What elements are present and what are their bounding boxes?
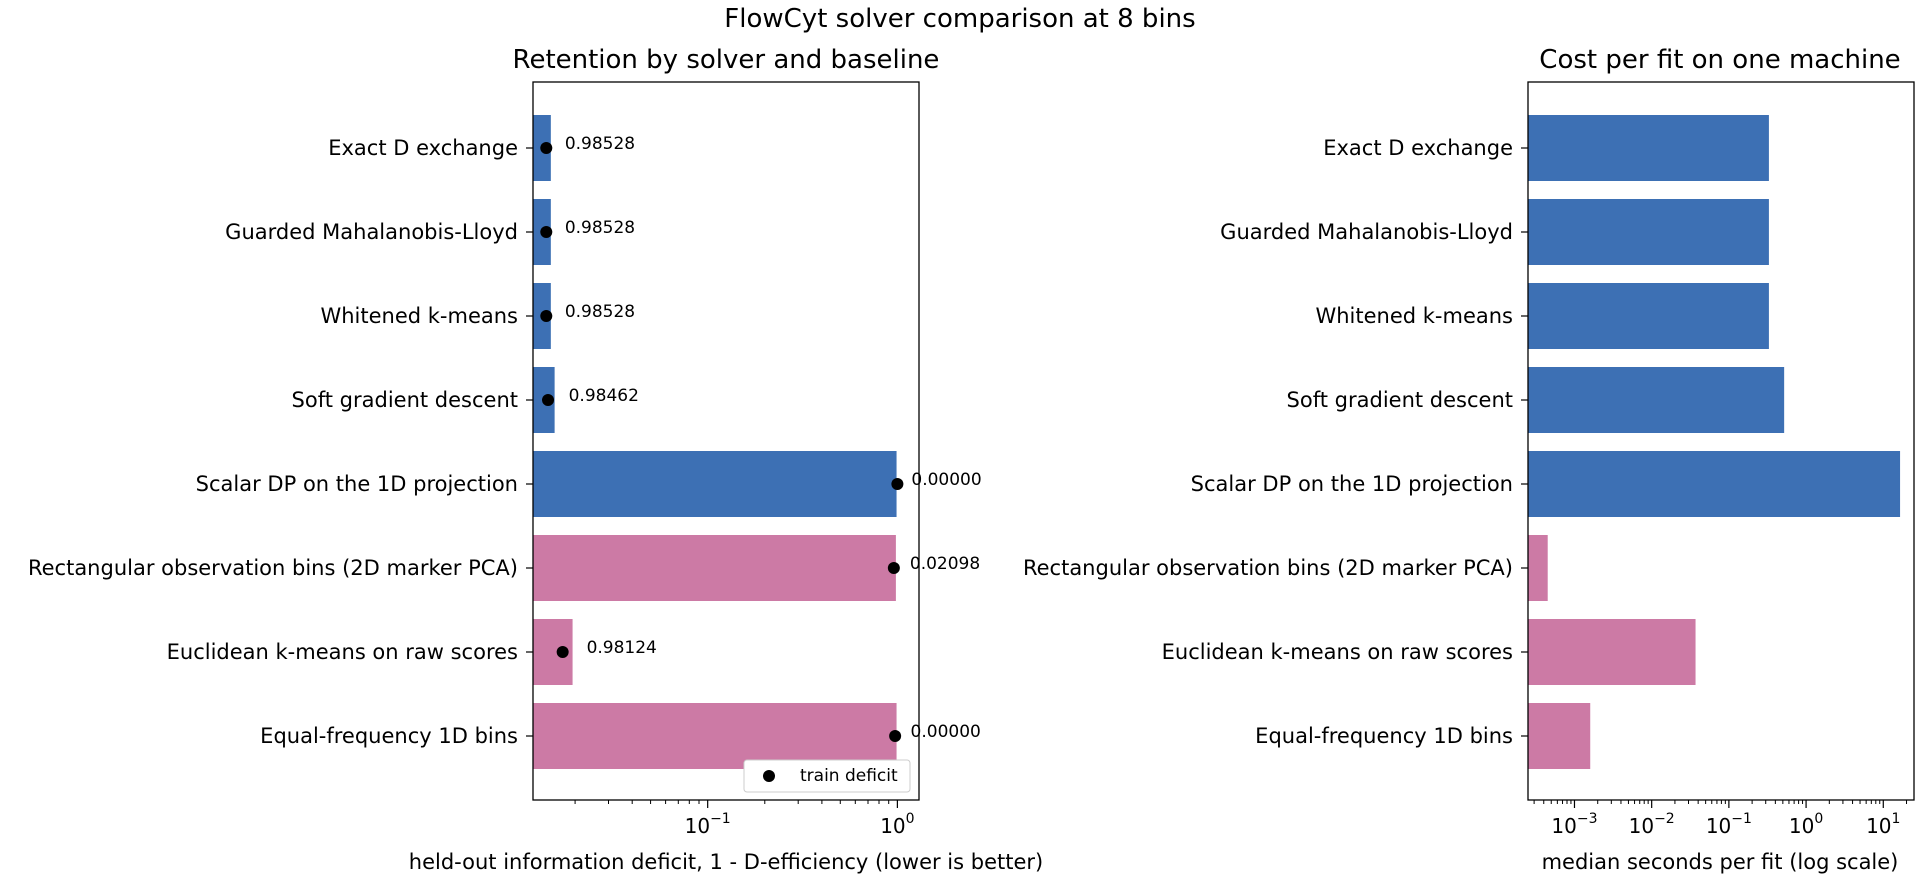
cost-panel-title: Cost per fit on one machine xyxy=(1539,45,1900,75)
retention-data-label: 0.98528 xyxy=(565,218,635,238)
retention-data-label: 0.98528 xyxy=(565,302,635,322)
retention-y-tick-label: Exact D exchange xyxy=(328,136,518,160)
cost-plot-frame xyxy=(1527,81,1915,801)
cost-y-tick-label: Whitened k-means xyxy=(1315,304,1513,328)
cost-y-tick-label: Soft gradient descent xyxy=(1287,388,1513,412)
retention-data-label: 0.98124 xyxy=(587,638,657,658)
train-deficit-marker xyxy=(556,646,569,658)
cost-bar xyxy=(1528,367,1785,433)
retention-data-label: 0.02098 xyxy=(910,554,980,574)
retention-y-tick-label: Equal-frequency 1D bins xyxy=(260,724,518,748)
retention-train-deficit-markers xyxy=(540,142,904,742)
retention-data-label: 0.00000 xyxy=(911,470,981,490)
retention-data-label: 0.00000 xyxy=(911,722,981,742)
retention-x-tick-label: 10−1 xyxy=(685,811,731,838)
cost-bar xyxy=(1528,451,1901,517)
train-deficit-marker xyxy=(889,730,902,742)
cost-y-tick-label: Equal-frequency 1D bins xyxy=(1255,724,1513,748)
cost-x-tick-label: 10−3 xyxy=(1551,811,1597,838)
retention-bar xyxy=(533,535,896,601)
cost-y-tick-label: Scalar DP on the 1D projection xyxy=(1191,472,1513,496)
train-deficit-marker xyxy=(542,394,555,406)
legend-label: train deficit xyxy=(800,766,898,786)
cost-x-tick-label: 100 xyxy=(1789,811,1823,838)
cost-y-tick-label: Euclidean k-means on raw scores xyxy=(1162,640,1513,664)
train-deficit-marker xyxy=(540,142,553,154)
cost-x-tick-label: 10−2 xyxy=(1629,811,1675,838)
cost-bar xyxy=(1528,619,1696,685)
retention-plot-frame xyxy=(532,81,920,801)
train-deficit-marker xyxy=(540,226,553,238)
retention-x-axis-label: held-out information deficit, 1 - D-effi… xyxy=(409,850,1043,874)
train-deficit-marker xyxy=(891,478,904,490)
retention-x-tick-label: 100 xyxy=(880,811,914,838)
cost-panel: Cost per fit on one machine Exact D exch… xyxy=(1023,45,1915,874)
cost-bar xyxy=(1528,199,1769,265)
retention-bar xyxy=(533,451,897,517)
cost-bars xyxy=(1528,115,1901,769)
retention-y-tick-label: Rectangular observation bins (2D marker … xyxy=(28,556,518,580)
cost-y-tick-label: Rectangular observation bins (2D marker … xyxy=(1023,556,1513,580)
cost-x-axis: 10−3 10−2 10−1 100 101 xyxy=(1533,800,1908,838)
retention-legend: train deficit xyxy=(743,759,911,793)
retention-data-label: 0.98462 xyxy=(569,386,639,406)
retention-y-tick-label: Guarded Mahalanobis-Lloyd xyxy=(225,220,518,244)
cost-x-axis-label: median seconds per fit (log scale) xyxy=(1542,850,1899,874)
retention-bars xyxy=(533,115,897,769)
retention-panel: Retention by solver and baseline 0.98528… xyxy=(28,45,1043,874)
cost-bar xyxy=(1528,703,1591,769)
cost-y-tick-label: Exact D exchange xyxy=(1323,136,1513,160)
train-deficit-marker xyxy=(887,562,900,574)
cost-y-tick-label: Guarded Mahalanobis-Lloyd xyxy=(1220,220,1513,244)
cost-y-axis: Exact D exchange Guarded Mahalanobis-Lloy… xyxy=(1023,136,1528,748)
legend-marker xyxy=(763,770,775,782)
retention-bar xyxy=(533,703,897,769)
cost-bar xyxy=(1528,535,1548,601)
retention-data-label: 0.98528 xyxy=(565,134,635,154)
retention-y-tick-label: Whitened k-means xyxy=(320,304,518,328)
cost-bar xyxy=(1528,283,1769,349)
retention-y-tick-label: Scalar DP on the 1D projection xyxy=(196,472,518,496)
legend-frame xyxy=(743,759,911,793)
retention-panel-title: Retention by solver and baseline xyxy=(513,45,940,75)
cost-bar xyxy=(1528,115,1769,181)
retention-y-axis: Exact D exchange Guarded Mahalanobis-Lloy… xyxy=(28,136,533,748)
cost-x-tick-label: 10−1 xyxy=(1706,811,1752,838)
retention-x-axis: 10−1 100 xyxy=(574,800,915,838)
retention-data-labels: 0.98528 0.98528 0.98528 0.98462 0.00000 0.020… xyxy=(565,134,982,742)
train-deficit-marker xyxy=(540,310,553,322)
retention-y-tick-label: Soft gradient descent xyxy=(292,388,518,412)
figure-title: FlowCyt solver comparison at 8 bins xyxy=(724,4,1195,34)
cost-x-tick-label: 101 xyxy=(1866,811,1900,838)
retention-y-tick-label: Euclidean k-means on raw scores xyxy=(167,640,518,664)
